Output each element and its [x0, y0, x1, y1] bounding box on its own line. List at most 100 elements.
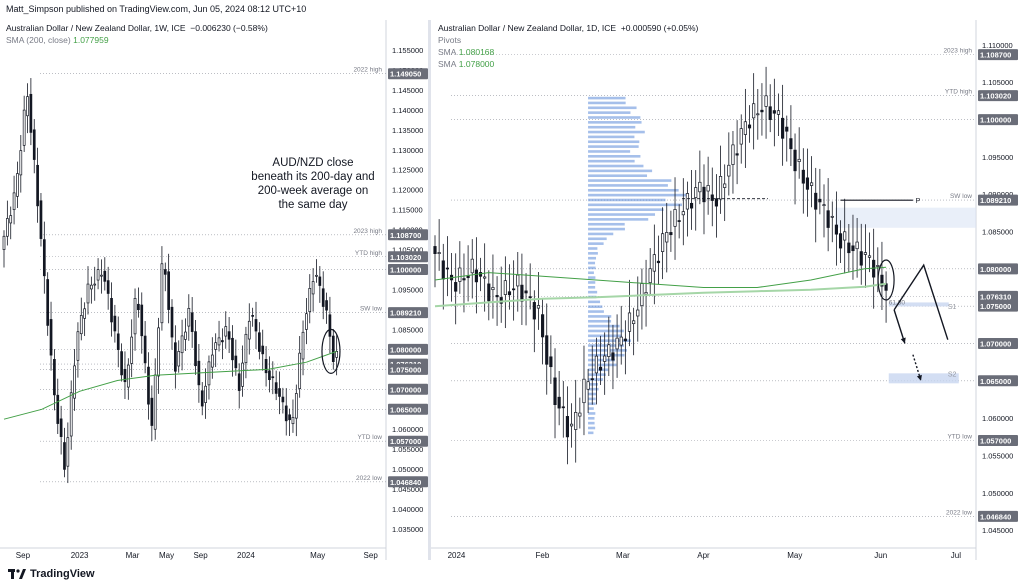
daily-sma1-label: SMA	[438, 47, 457, 57]
candle-body	[698, 181, 702, 193]
sma-200-week-projected-line	[434, 282, 887, 308]
candle-body	[586, 381, 590, 390]
candle-body	[116, 333, 120, 350]
y-tick-label: 1.035000	[392, 525, 423, 534]
candle-body	[308, 288, 312, 313]
candle-body	[710, 194, 714, 201]
candle-body	[106, 280, 110, 294]
volume-profile-bar	[588, 310, 604, 313]
volume-profile-bar	[588, 111, 631, 114]
price-tag-text: 1.075000	[980, 302, 1011, 311]
candle-body	[553, 377, 557, 405]
x-tick-label: Mar	[126, 551, 140, 560]
candle-body	[536, 305, 541, 309]
y-tick-label: 1.045000	[982, 526, 1013, 535]
candle-body	[170, 306, 174, 338]
daily-chart-svg[interactable]: 1.1100001.1050001.1000001.0950001.090000…	[431, 20, 1024, 560]
candle-body	[26, 96, 29, 117]
projection-arrow-1-head	[900, 337, 906, 344]
volume-profile-bar	[588, 169, 653, 173]
candle-body	[174, 342, 177, 372]
candle-body	[29, 93, 33, 133]
candle-body	[619, 336, 623, 346]
candle-body	[315, 274, 318, 277]
candle-body	[652, 254, 656, 272]
candle-body	[669, 232, 673, 236]
price-tag	[388, 476, 428, 488]
price-tag-text: 1.103020	[980, 92, 1011, 101]
candle-body	[311, 281, 315, 295]
candle-body	[507, 291, 512, 296]
candle-body	[838, 233, 843, 249]
candle-body	[210, 354, 214, 368]
candle-body	[859, 251, 863, 266]
candle-body	[445, 267, 449, 270]
y-tick-label: 1.040000	[392, 505, 423, 514]
candle-body	[184, 331, 187, 340]
candle-body	[590, 378, 594, 381]
s1-label: S1	[948, 304, 957, 311]
y-tick-label: 1.155000	[392, 46, 423, 55]
candle-body	[665, 232, 669, 243]
candle-body	[140, 304, 144, 337]
price-tag	[978, 375, 1018, 387]
candle-body	[574, 412, 578, 430]
candle-body	[718, 176, 723, 200]
volume-profile-bar	[588, 363, 617, 367]
candle-body	[227, 331, 231, 340]
candle-body	[714, 198, 718, 207]
candle-body	[607, 344, 611, 357]
weekly-title: Australian Dollar / New Zealand Dollar, …	[6, 23, 186, 33]
panel-divider[interactable]	[428, 20, 431, 560]
candle-body	[147, 366, 150, 405]
candle-body	[677, 220, 681, 222]
candle-body	[177, 351, 181, 367]
weekly-chart-svg[interactable]: 1.1550001.1500001.1450001.1400001.135000…	[0, 20, 428, 560]
candle-body	[541, 314, 545, 338]
y-tick-label: 1.145000	[392, 86, 423, 95]
weekly-chart-panel[interactable]: 1.1550001.1500001.1450001.1400001.135000…	[0, 20, 428, 560]
price-tag-text: 1.100000	[390, 266, 421, 275]
candle-body	[143, 335, 147, 364]
candle-body	[781, 117, 785, 139]
volume-profile-bar	[588, 159, 635, 163]
y-tick-label: 1.095000	[982, 153, 1013, 162]
volume-profile-bar	[588, 208, 664, 211]
volume-profile-bar	[588, 339, 631, 342]
candle-body	[623, 338, 627, 342]
tradingview-footer[interactable]: TradingView	[8, 568, 95, 580]
candle-body	[217, 337, 221, 346]
candle-body	[19, 150, 23, 176]
candle-body	[9, 215, 13, 224]
candle-body	[565, 416, 570, 438]
candle-body	[301, 331, 305, 360]
candle-body	[847, 242, 851, 254]
price-tag-text: 1.103020	[390, 253, 421, 262]
candle-body	[503, 280, 507, 295]
price-tag	[978, 90, 1018, 102]
y-tick-label: 1.115000	[392, 206, 423, 215]
candle-body	[627, 312, 632, 332]
x-tick-label: 2023	[71, 551, 89, 560]
x-tick-label: Sep	[364, 551, 379, 560]
candle-body	[321, 288, 325, 307]
volume-profile-bar	[588, 222, 625, 226]
candle-body	[569, 423, 574, 427]
price-tag-text: 1.046840	[390, 478, 421, 487]
candle-body	[863, 252, 867, 255]
volume-profile-bar	[588, 121, 642, 124]
volume-profile-bar	[588, 96, 626, 100]
s2-zone	[888, 373, 959, 384]
price-tag	[978, 510, 1018, 522]
candle-body	[86, 283, 90, 304]
projection-arrow-2	[912, 354, 922, 382]
candle-body	[2, 235, 6, 250]
candle-body	[76, 331, 80, 361]
candle-body	[603, 355, 607, 362]
daily-chart-panel[interactable]: 1.1100001.1050001.1000001.0950001.090000…	[431, 20, 1024, 560]
y-tick-label: 1.060000	[982, 414, 1013, 423]
candle-body	[756, 113, 760, 116]
volume-profile-bar	[588, 125, 636, 129]
candle-body	[458, 267, 462, 282]
tradingview-logo-icon	[8, 569, 26, 579]
